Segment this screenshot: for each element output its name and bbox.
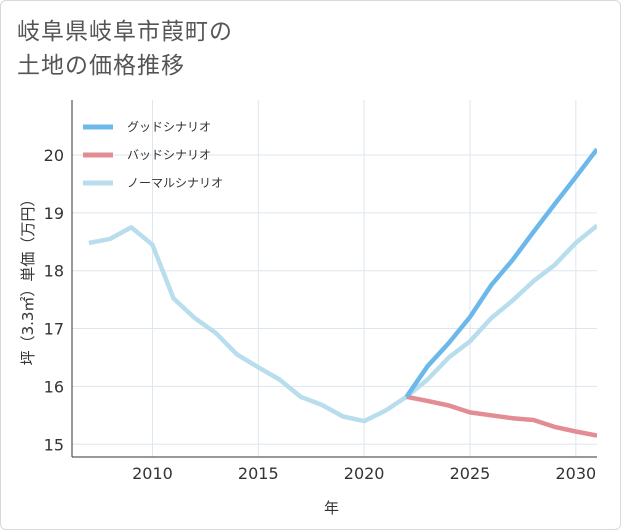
title-line-2: 土地の価格推移: [17, 53, 185, 79]
y-tick-label: 19: [44, 204, 64, 223]
series-line-bad: [406, 394, 597, 438]
y-tick-label: 17: [44, 320, 64, 339]
chart-title: 岐阜県岐阜市葭町の 土地の価格推移: [17, 15, 233, 83]
y-tick-label: 15: [44, 435, 64, 454]
x-axis-label: 年: [324, 499, 339, 517]
y-tick-label: 16: [44, 377, 64, 396]
legend-label-bad: バッドシナリオ: [127, 148, 211, 162]
legend-label-good: グッドシナリオ: [127, 120, 211, 134]
series-line-normal: [88, 223, 597, 424]
x-tick-label: 2025: [450, 464, 491, 483]
x-tick-label: 2030: [555, 464, 596, 483]
title-line-1: 岐阜県岐阜市葭町の: [17, 19, 233, 45]
y-tick-label: 20: [44, 146, 64, 165]
x-tick-label: 2020: [344, 464, 385, 483]
y-axis-label: 坪（3.3㎡）単価（万円）: [19, 192, 37, 366]
x-tick-label: 2015: [238, 464, 279, 483]
series-line-good: [404, 147, 597, 399]
y-tick-label: 18: [44, 262, 64, 281]
legend-label-normal: ノーマルシナリオ: [127, 176, 223, 190]
plot-area: [72, 100, 597, 457]
x-tick-label: 2010: [132, 464, 173, 483]
